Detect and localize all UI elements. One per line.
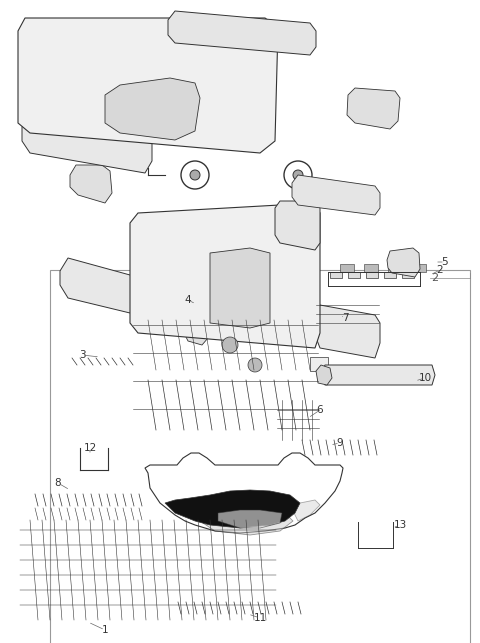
Polygon shape bbox=[18, 18, 278, 153]
Polygon shape bbox=[218, 510, 282, 528]
Polygon shape bbox=[60, 258, 138, 313]
Text: 5: 5 bbox=[442, 257, 448, 267]
Circle shape bbox=[248, 358, 262, 372]
Circle shape bbox=[222, 337, 238, 353]
Polygon shape bbox=[22, 115, 152, 173]
Bar bbox=[50, 270, 470, 643]
Polygon shape bbox=[320, 365, 435, 385]
Bar bbox=[412, 264, 426, 272]
Polygon shape bbox=[70, 165, 112, 203]
Polygon shape bbox=[168, 11, 316, 55]
Text: 3: 3 bbox=[79, 350, 85, 360]
Text: 9: 9 bbox=[336, 438, 343, 448]
Text: 2: 2 bbox=[432, 273, 439, 283]
Text: 10: 10 bbox=[419, 373, 432, 383]
Text: 6: 6 bbox=[317, 405, 324, 415]
Polygon shape bbox=[210, 248, 270, 328]
Bar bbox=[388, 264, 402, 272]
Text: 1: 1 bbox=[102, 625, 108, 635]
Polygon shape bbox=[275, 201, 320, 250]
Bar bbox=[366, 272, 378, 278]
Text: 12: 12 bbox=[84, 443, 96, 453]
Text: 13: 13 bbox=[394, 520, 407, 530]
Polygon shape bbox=[294, 500, 320, 521]
Text: 11: 11 bbox=[253, 613, 266, 623]
Text: 4: 4 bbox=[185, 295, 192, 305]
Bar bbox=[364, 264, 378, 272]
Polygon shape bbox=[292, 175, 380, 215]
Bar bbox=[348, 272, 360, 278]
Polygon shape bbox=[165, 490, 300, 528]
Bar bbox=[384, 272, 396, 278]
Polygon shape bbox=[347, 88, 400, 129]
Bar bbox=[340, 264, 354, 272]
Polygon shape bbox=[130, 203, 320, 348]
Polygon shape bbox=[315, 305, 380, 358]
Polygon shape bbox=[184, 321, 208, 345]
Polygon shape bbox=[200, 511, 293, 535]
Bar bbox=[310, 357, 328, 371]
Text: 2: 2 bbox=[437, 265, 444, 275]
Polygon shape bbox=[105, 78, 200, 140]
Polygon shape bbox=[387, 248, 420, 277]
Text: 7: 7 bbox=[342, 313, 348, 323]
Bar bbox=[330, 272, 342, 278]
Circle shape bbox=[293, 170, 303, 180]
Bar bbox=[402, 272, 414, 278]
Polygon shape bbox=[316, 365, 332, 385]
Circle shape bbox=[190, 170, 200, 180]
Text: 8: 8 bbox=[55, 478, 61, 488]
